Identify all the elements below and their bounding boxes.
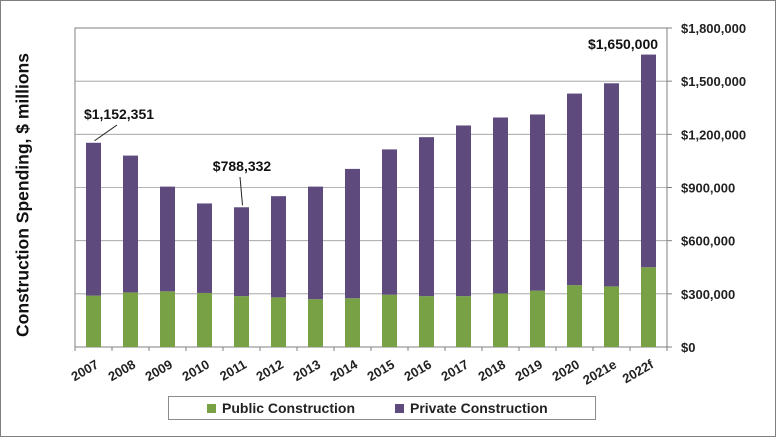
x-tick-label: 2021e — [580, 357, 619, 388]
annotation-2011: $788,332 — [213, 158, 272, 174]
bar-public-2013 — [308, 299, 323, 347]
x-tick-label: 2009 — [142, 357, 175, 384]
x-tick-label: 2010 — [179, 357, 212, 384]
bar-public-2009 — [160, 291, 175, 347]
bar-public-2020 — [567, 285, 582, 347]
x-tick-label: 2014 — [327, 356, 360, 384]
x-tick-label: 2012 — [253, 357, 286, 384]
x-tick-label: 2019 — [512, 357, 545, 384]
bar-public-2008 — [123, 292, 138, 347]
bar-private-2015 — [382, 149, 397, 295]
x-tick-label: 2015 — [364, 357, 397, 384]
y-tick-label: $0 — [681, 340, 695, 355]
bar-private-2018 — [493, 117, 508, 294]
bar-private-2009 — [160, 186, 175, 292]
bar-public-2007 — [86, 295, 101, 347]
bar-private-2012 — [271, 196, 286, 298]
y-tick-label: $1,200,000 — [681, 127, 746, 142]
y-tick-label: $1,800,000 — [681, 21, 746, 36]
bar-private-2020 — [567, 93, 582, 286]
annotation-leader-2011 — [239, 176, 243, 206]
bar-public-2019 — [530, 290, 545, 347]
bar-private-2022f — [641, 54, 656, 268]
bar-public-2017 — [456, 296, 471, 347]
bar-public-2022f — [641, 267, 656, 347]
annotation-2007: $1,152,351 — [84, 106, 154, 122]
bar-private-2014 — [345, 168, 360, 299]
x-tick-label: 2017 — [438, 357, 471, 384]
bar-public-2015 — [382, 294, 397, 347]
bar-public-2012 — [271, 297, 286, 347]
legend: Public Construction Private Construction — [168, 396, 596, 420]
x-tick-label: 2007 — [68, 357, 101, 384]
x-tick-label: 2020 — [549, 357, 582, 384]
x-tick-label: 2008 — [105, 357, 138, 384]
annotation-leader-2007 — [94, 124, 118, 142]
x-tick-label: 2022f — [620, 356, 657, 386]
x-tick-label: 2018 — [475, 357, 508, 384]
bar-private-2013 — [308, 186, 323, 300]
bar-public-2014 — [345, 298, 360, 347]
legend-label-private: Private Construction — [410, 400, 548, 416]
x-tick-label: 2016 — [401, 357, 434, 384]
legend-item-public: Public Construction — [207, 400, 355, 416]
bar-private-2016 — [419, 137, 434, 297]
bar-private-2021e — [604, 83, 619, 287]
y-tick-label: $600,000 — [681, 234, 735, 249]
bar-private-2019 — [530, 114, 545, 291]
bar-private-2007 — [86, 142, 101, 296]
bar-public-2018 — [493, 293, 508, 347]
legend-swatch-private — [395, 403, 404, 413]
bar-private-2011 — [234, 207, 249, 297]
y-tick-label: $300,000 — [681, 287, 735, 302]
y-tick-label: $1,500,000 — [681, 74, 746, 89]
bar-private-2017 — [456, 125, 471, 297]
legend-label-public: Public Construction — [222, 400, 355, 416]
bar-public-2010 — [197, 292, 212, 347]
y-tick-label: $900,000 — [681, 181, 735, 196]
legend-swatch-public — [207, 403, 216, 413]
bar-private-2008 — [123, 155, 138, 293]
annotation-2022f: $1,650,000 — [588, 36, 658, 52]
y-axis-label-text: Construction Spending, $ millions — [12, 53, 33, 337]
bar-public-2021e — [604, 286, 619, 347]
x-tick-label: 2011 — [217, 357, 249, 384]
bar-public-2011 — [234, 296, 249, 347]
bar-public-2016 — [419, 296, 434, 347]
x-tick-label: 2013 — [290, 357, 323, 384]
legend-item-private: Private Construction — [395, 400, 548, 416]
bar-private-2010 — [197, 203, 212, 293]
